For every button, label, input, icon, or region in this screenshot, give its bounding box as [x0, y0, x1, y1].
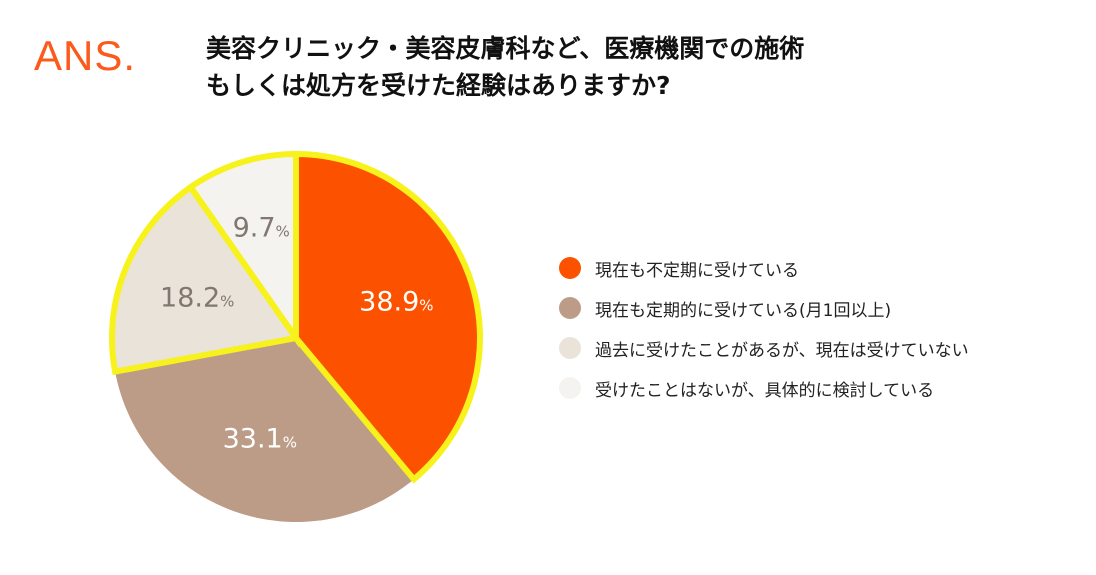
legend-swatch [559, 257, 581, 279]
legend-item: 受けたことはないが、具体的に検討している [559, 368, 1079, 408]
legend-item: 過去に受けたことがあるが、現在は受けていない [559, 328, 1079, 368]
legend-swatch [559, 337, 581, 359]
legend-swatch [559, 377, 581, 399]
slice-highlight-outline [293, 150, 483, 484]
chart-title: 美容クリニック・美容皮膚科など、医療機関での施術 もしくは処方を受けた経験はあり… [206, 30, 906, 104]
slice-highlight-outline [109, 183, 302, 376]
legend-label: 過去に受けたことがあるが、現在は受けていない [595, 340, 969, 361]
brand-logo: ANS. [34, 32, 137, 79]
legend-item: 現在も定期的に受けている(月1回以上) [559, 288, 1079, 328]
legend-item: 現在も不定期に受けている [559, 248, 1079, 288]
slice-value-label: 33.1% [223, 423, 297, 454]
legend-label: 現在も不定期に受けている [595, 260, 799, 281]
slice-value-label: 18.2% [160, 283, 234, 314]
slice-highlight-outline [186, 150, 299, 348]
pie-slice [190, 154, 296, 338]
legend-label: 受けたことはないが、具体的に検討している [595, 380, 935, 401]
chart-title-line-1: 美容クリニック・美容皮膚科など、医療機関での施術 [206, 34, 805, 63]
legend-label: 現在も定期的に受けている(月1回以上) [595, 300, 892, 321]
pie-slice [112, 187, 296, 372]
pie-slice [115, 338, 414, 523]
slice-value-label: 38.9% [359, 287, 433, 318]
legend: 現在も不定期に受けている 現在も定期的に受けている(月1回以上) 過去に受けたこ… [559, 248, 1079, 408]
slice-value-label: 9.7% [233, 212, 290, 243]
legend-swatch [559, 297, 581, 319]
chart-title-line-2: もしくは処方を受けた経験はありますか? [206, 71, 671, 100]
pie-slice [296, 154, 481, 480]
